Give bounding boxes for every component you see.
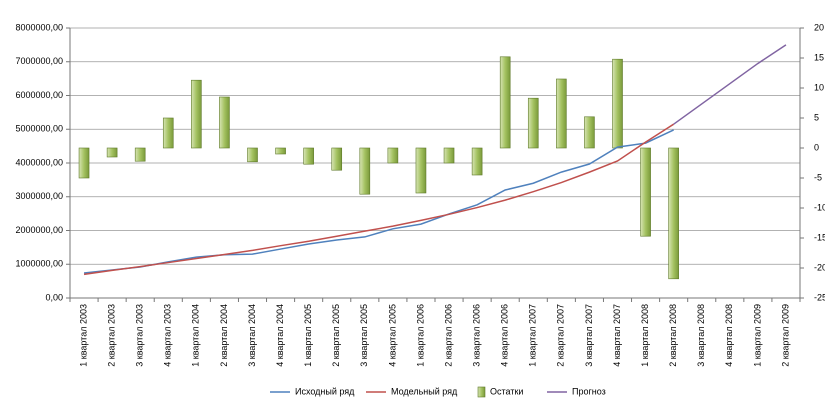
x-tick-label: 2 квартал 2005 [331, 304, 341, 367]
bar [612, 58, 623, 149]
y-tick-label: 1000000,00 [15, 259, 63, 269]
x-tick-label: 2 квартал 2007 [556, 304, 566, 367]
line [673, 44, 787, 125]
y2-tick-label: 15 [814, 52, 824, 62]
y-tick-label: 7000000,00 [15, 56, 63, 66]
x-tick-label: 4 квартал 2007 [612, 304, 622, 367]
bar [219, 96, 230, 149]
bar [668, 147, 679, 280]
y2-tick-label: 10 [814, 82, 824, 92]
y-tick-label: 3000000,00 [15, 191, 63, 201]
x-tick-label: 3 квартал 2004 [247, 304, 257, 367]
bar [556, 78, 567, 149]
legend-label: Прогноз [572, 386, 606, 396]
y2-tick-label: -15 [814, 232, 825, 242]
line [83, 129, 674, 274]
y2-tick-label: -20 [814, 262, 825, 272]
bar [584, 116, 595, 149]
x-tick-label: 1 квартал 2003 [78, 304, 88, 367]
x-tick-label: 4 квартал 2003 [163, 304, 173, 367]
bar [247, 147, 258, 163]
bar [275, 147, 286, 155]
y-tick-label: 8000000,00 [15, 22, 63, 32]
x-tick-label: 4 квартал 2005 [387, 304, 397, 367]
y-tick-label: 0,00 [45, 292, 63, 302]
y2-tick-label: -10 [814, 202, 825, 212]
bar [191, 79, 202, 149]
bar [78, 147, 90, 179]
x-tick-label: 3 квартал 2008 [696, 304, 706, 367]
bar [303, 147, 314, 165]
x-tick-label: 2 квартал 2008 [668, 304, 678, 367]
y-tick-label: 2000000,00 [15, 225, 63, 235]
bar [471, 147, 483, 176]
bar [443, 147, 455, 164]
x-tick-label: 3 квартал 2007 [584, 304, 594, 367]
x-tick-label: 2 квартал 2009 [780, 304, 790, 367]
bar [331, 147, 343, 171]
bar [387, 147, 399, 164]
bar [640, 147, 651, 237]
bar [359, 147, 371, 195]
y-tick-label: 4000000,00 [15, 157, 63, 167]
x-tick-label: 4 квартал 2004 [275, 304, 285, 367]
x-tick-label: 1 квартал 2009 [752, 304, 762, 367]
legend-label: Модельный ряд [391, 386, 458, 396]
y-tick-label: 5000000,00 [15, 124, 63, 134]
x-tick-label: 4 квартал 2006 [500, 304, 510, 367]
legend-label: Исходный ряд [295, 386, 355, 396]
y2-tick-label: 20 [814, 22, 824, 32]
x-tick-label: 3 квартал 2006 [471, 304, 481, 367]
legend-swatch [477, 386, 486, 398]
x-tick-label: 2 квартал 2004 [219, 304, 229, 367]
bar [527, 97, 539, 149]
x-tick-label: 2 квартал 2003 [106, 304, 116, 367]
x-tick-label: 2 квартал 2006 [443, 304, 453, 367]
line [83, 123, 675, 276]
x-tick-label: 3 квартал 2005 [359, 304, 369, 367]
x-tick-label: 1 квартал 2004 [191, 304, 201, 367]
y2-tick-label: -5 [814, 172, 822, 182]
x-tick-label: 3 квартал 2003 [135, 304, 145, 367]
x-tick-label: 1 квартал 2005 [303, 304, 313, 367]
x-tick-label: 4 квартал 2008 [724, 304, 734, 367]
bar [106, 147, 118, 158]
x-tick-label: 1 квартал 2006 [415, 304, 425, 367]
y2-tick-label: -25 [814, 292, 825, 302]
legend-label: Остатки [490, 386, 523, 396]
bar [415, 147, 427, 194]
bar [162, 117, 174, 149]
bar [134, 147, 146, 162]
y2-tick-label: 0 [814, 142, 819, 152]
x-tick-label: 1 квартал 2008 [640, 304, 650, 367]
y-tick-label: 6000000,00 [15, 90, 63, 100]
x-tick-label: 1 квартал 2007 [528, 304, 538, 367]
bar [499, 56, 511, 149]
y2-tick-label: 5 [814, 112, 819, 122]
